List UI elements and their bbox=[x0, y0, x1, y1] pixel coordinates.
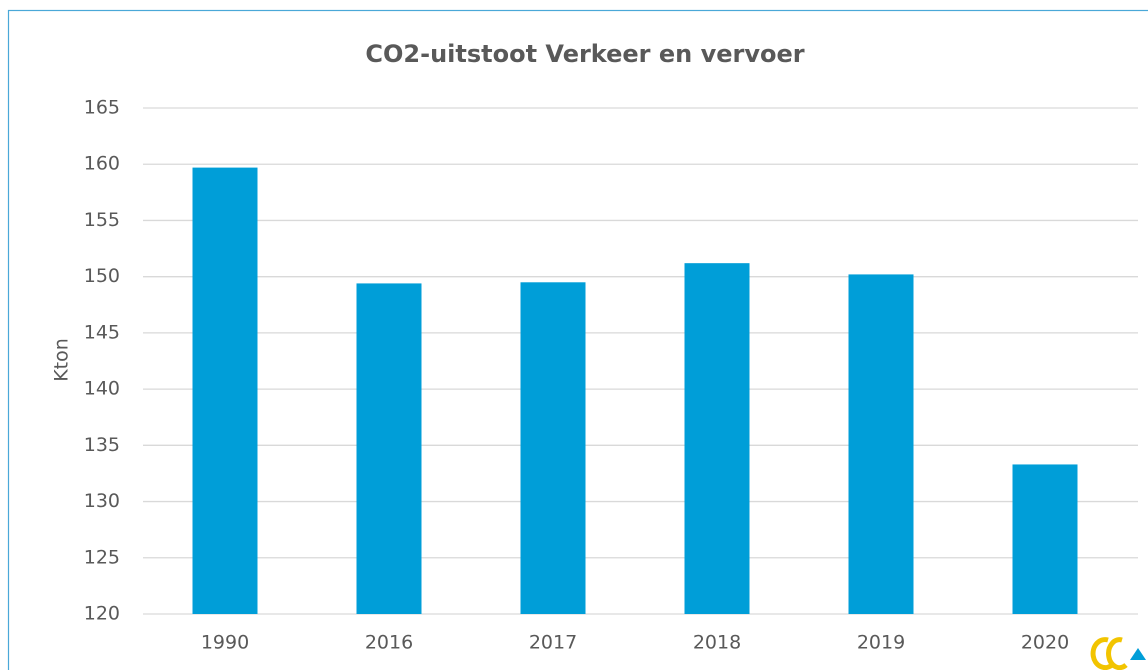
y-tick-label: 125 bbox=[84, 546, 120, 568]
logo-o bbox=[1106, 637, 1128, 670]
x-tick-label: 2019 bbox=[857, 632, 905, 654]
x-tick-label: 2017 bbox=[529, 632, 577, 654]
bar bbox=[520, 282, 586, 614]
y-axis-label: Kton bbox=[51, 338, 73, 382]
y-tick-label: 120 bbox=[84, 603, 120, 625]
x-tick-label: 2018 bbox=[693, 632, 741, 654]
bar bbox=[1012, 464, 1078, 614]
bar bbox=[356, 283, 422, 614]
x-tick-label: 2020 bbox=[1021, 632, 1069, 654]
y-tick-label: 165 bbox=[84, 97, 120, 119]
y-tick-label: 140 bbox=[84, 378, 120, 400]
bar bbox=[192, 167, 258, 614]
y-tick-label: 160 bbox=[84, 153, 120, 175]
logo bbox=[1090, 637, 1146, 670]
y-tick-label: 145 bbox=[84, 321, 120, 343]
bar bbox=[848, 274, 914, 614]
logo-c bbox=[1090, 637, 1114, 670]
y-tick-label: 150 bbox=[84, 265, 120, 287]
y-tick-label: 135 bbox=[84, 434, 120, 456]
logo-triangle bbox=[1130, 648, 1146, 660]
x-tick-label: 2016 bbox=[365, 632, 413, 654]
x-tick-label: 1990 bbox=[201, 632, 249, 654]
chart-title: CO2-uitstoot Verkeer en vervoer bbox=[365, 40, 804, 68]
y-tick-label: 130 bbox=[84, 490, 120, 512]
bar bbox=[684, 263, 750, 614]
y-tick-label: 155 bbox=[84, 209, 120, 231]
